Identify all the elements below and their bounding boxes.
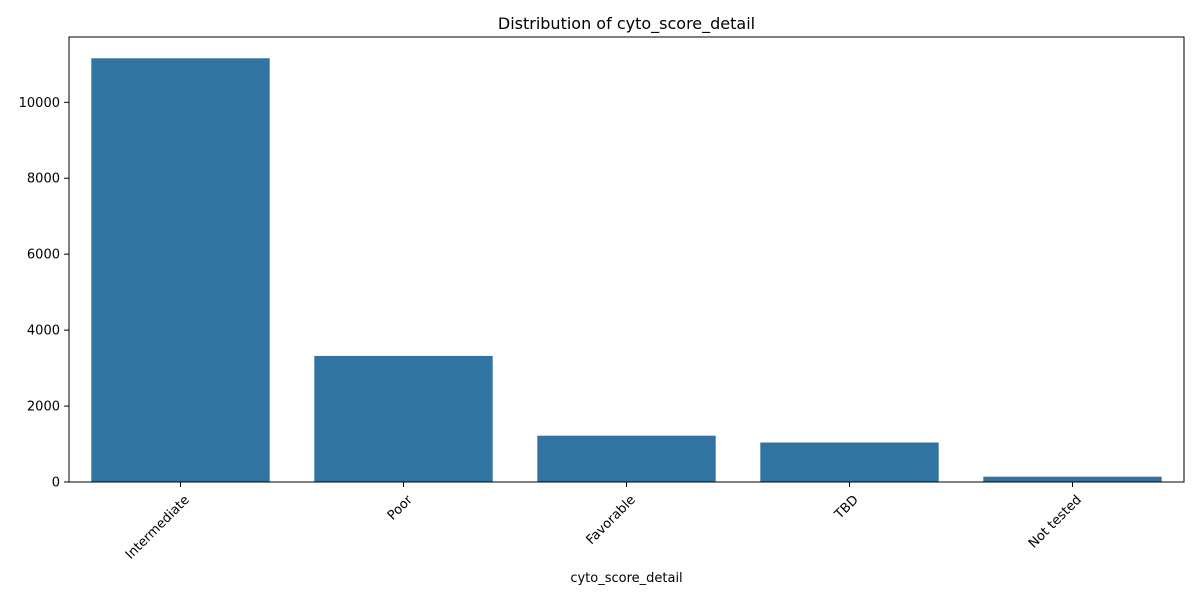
- y-tick-label: 2000: [27, 400, 60, 415]
- y-tick-label: 8000: [27, 172, 60, 187]
- bar-not-tested: [983, 476, 1162, 482]
- y-tick-label: 6000: [27, 248, 60, 263]
- bar-poor: [314, 355, 493, 482]
- bar-intermediate: [91, 58, 270, 483]
- x-tick-label: TBD: [831, 493, 861, 523]
- x-tick-label: Intermediate: [123, 493, 193, 563]
- x-tick-label: Poor: [385, 492, 416, 523]
- x-tick-label: Not tested: [1026, 493, 1085, 552]
- y-tick-label: 4000: [27, 324, 60, 339]
- plot-frame: [68, 36, 1185, 483]
- y-tick-label: 0: [52, 476, 60, 491]
- bar-tbd: [760, 442, 939, 482]
- x-tick-label: Favorable: [584, 493, 639, 548]
- y-tick-label: 10000: [19, 96, 60, 111]
- plot-area: 0 2000 4000 6000 8000 10000 Intermediate Poor Fa…: [19, 36, 1185, 563]
- bar-favorable: [537, 435, 716, 482]
- chart-title: Distribution of cyto_score_detail: [498, 14, 755, 34]
- x-axis-label: cyto_score_detail: [570, 571, 682, 586]
